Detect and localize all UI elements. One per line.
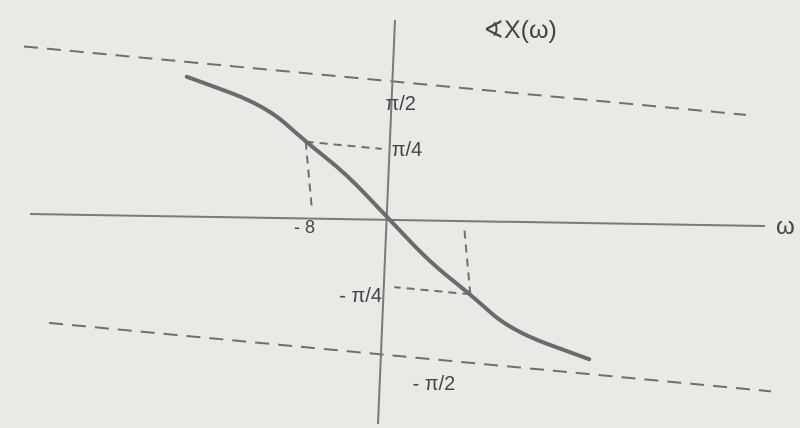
guide-vertical: [463, 225, 472, 295]
y-tick-label: - π/4: [339, 285, 382, 307]
upper-asymptote: [23, 45, 747, 116]
x-axis: [29, 213, 766, 227]
y-axis: [377, 19, 396, 425]
lower-asymptote: [48, 321, 772, 393]
y-tick-label: π/4: [392, 139, 422, 161]
guide-horizontal: [394, 286, 471, 296]
guide-lines: [304, 140, 472, 296]
x-axis-label: ω: [776, 213, 795, 240]
guide-horizontal: [305, 140, 382, 150]
y-tick-label: π/2: [385, 93, 415, 115]
y-tick-label: - π/2: [413, 373, 456, 395]
tick-labels: π/2 π/4 - π/4 - π/2 - 8: [294, 93, 455, 395]
phase-curve: [184, 74, 592, 362]
guide-vertical: [304, 141, 313, 211]
x-tick-label: - 8: [294, 217, 315, 237]
asymptotes: [23, 45, 772, 393]
y-axis-label: ∢X(ω): [483, 16, 557, 44]
